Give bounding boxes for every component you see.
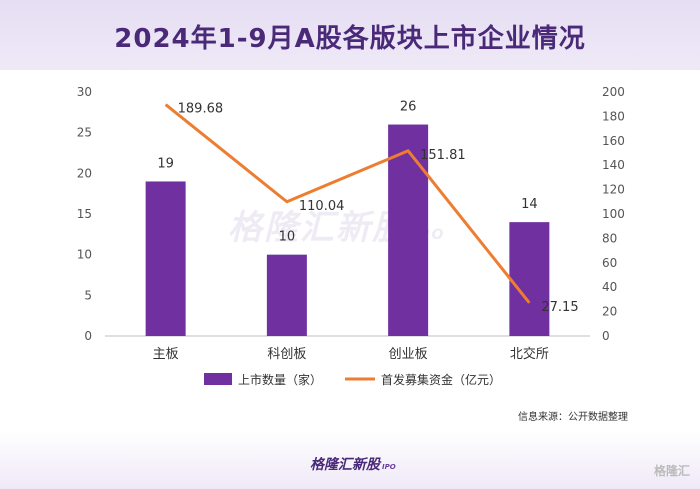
line-path [164, 103, 531, 304]
bar-value-label: 26 [400, 100, 417, 115]
y-right-tick-label: 120 [602, 183, 625, 197]
bar [266, 254, 307, 336]
y-axis-left: 0 5 10 15 20 25 30 [77, 85, 92, 343]
legend-label-line: 首发募集资金（亿元） [381, 372, 501, 387]
footer-brand-name: 格隆汇新股 [310, 457, 380, 473]
chart-title: 2024年1-9月A股各版块上市企业情况 [114, 24, 586, 54]
chart-svg: 0 5 10 15 20 25 30 0 20 40 60 80 100 120 140 160 180 200… [77, 85, 625, 387]
y-axis-right: 0 20 40 60 80 100 120 140 160 180 200 [602, 85, 625, 343]
x-tick-label: 创业板 [389, 347, 428, 362]
legend: 上市数量（家） 首发募集资金（亿元） [204, 372, 501, 387]
legend-label-bar: 上市数量（家） [238, 372, 322, 387]
header-band [0, 0, 700, 70]
y-right-tick-label: 0 [602, 329, 610, 343]
watermark-brand: 格隆汇新股 [228, 208, 408, 248]
footer-brand: 格隆汇新股 IPO [310, 454, 396, 474]
y-right-tick-label: 100 [602, 207, 625, 221]
bar-value-label: 19 [157, 156, 174, 171]
y-right-tick-label: 140 [602, 158, 625, 172]
bar-value-label: 10 [279, 230, 296, 245]
y-left-tick-label: 25 [77, 126, 92, 140]
y-left-tick-label: 30 [77, 85, 92, 99]
line-value-label: 151.81 [420, 148, 466, 163]
x-axis-ticks: 主板 科创板 创业板 北交所 [153, 346, 549, 362]
y-right-tick-label: 20 [602, 305, 617, 319]
bar [388, 124, 429, 337]
source-note: 信息来源：公开数据整理 [518, 412, 628, 423]
line-value-label: 27.15 [541, 300, 578, 315]
y-left-tick-label: 15 [77, 207, 92, 221]
footer-brand-suffix: IPO [382, 463, 396, 471]
line-value-label: 110.04 [299, 199, 345, 214]
bar-series [145, 124, 550, 337]
x-tick-label: 主板 [153, 347, 179, 362]
x-tick-label: 北交所 [510, 346, 549, 362]
data-labels: 19 10 26 14 189.68 110.04 151.81 27.15 [157, 100, 578, 315]
y-right-tick-label: 200 [602, 85, 625, 99]
x-tick-label: 科创板 [267, 347, 306, 362]
footer-band: 格隆汇新股 IPO [0, 430, 700, 489]
y-right-tick-label: 80 [602, 231, 617, 245]
corner-logo: 格隆汇 [653, 464, 690, 478]
line-series [164, 103, 531, 304]
bar [145, 181, 186, 336]
y-right-tick-label: 160 [602, 134, 625, 148]
bar-value-label: 14 [521, 197, 538, 212]
y-left-tick-label: 0 [84, 329, 92, 343]
y-right-tick-label: 40 [602, 280, 617, 294]
y-right-tick-label: 60 [602, 256, 617, 270]
watermark: 格隆汇新股 IPO [228, 200, 445, 249]
y-left-tick-label: 10 [77, 248, 92, 262]
y-right-tick-label: 180 [602, 109, 625, 123]
y-left-tick-label: 5 [84, 288, 92, 302]
line-value-label: 189.68 [178, 102, 224, 117]
legend-swatch-bar [204, 373, 232, 385]
y-left-tick-label: 20 [77, 166, 92, 180]
bar [509, 222, 550, 336]
